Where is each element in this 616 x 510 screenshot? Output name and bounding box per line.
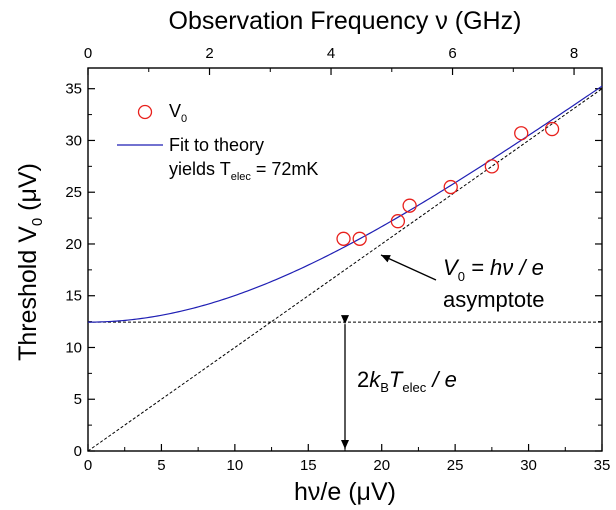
x-tick-label: 30 [520, 457, 537, 474]
top-tick-label: 4 [327, 45, 335, 62]
x-tick-label: 15 [300, 457, 317, 474]
thermal-eq-b: B [380, 380, 389, 395]
top-tick-label: 0 [84, 45, 92, 62]
y-tick-label: 15 [65, 288, 82, 305]
left-axis-title: Threshold V0 (μV) [14, 163, 46, 361]
data-point [443, 179, 458, 195]
x-tick-label: 5 [157, 457, 165, 474]
legend-marker-label: V0 [169, 101, 187, 125]
top-tick-label: 2 [205, 45, 213, 62]
data-point [336, 231, 351, 246]
asymptote-label: asymptote [443, 287, 545, 312]
y-tick-label: 20 [65, 236, 82, 253]
left-axis-title-sub: 0 [29, 218, 46, 226]
data-point [484, 159, 500, 174]
legend-fit-note-prefix: yields T [169, 159, 231, 179]
y-tick-label: 25 [65, 184, 82, 201]
left-axis-ticks: 0 5 10 15 20 25 30 35 [65, 81, 95, 460]
data-point [352, 231, 367, 246]
left-axis-title-base: Threshold V [14, 226, 42, 361]
thermal-eq-t: T [389, 367, 404, 392]
thermal-eq-sub: elec [402, 380, 426, 395]
x-tick-label: 35 [594, 457, 611, 474]
x-tick-label: 25 [447, 457, 464, 474]
x-tick-label: 0 [84, 457, 92, 474]
x-tick-label: 20 [373, 457, 390, 474]
y-tick-label: 35 [65, 81, 82, 98]
legend-marker-label-sub: 0 [181, 113, 187, 125]
y-tick-label: 30 [65, 132, 82, 149]
asymptote-eq-v: V [443, 255, 460, 280]
bottom-axis-title: hν/e (μV) [294, 478, 396, 506]
data-point [544, 121, 560, 137]
legend-marker-symbol [137, 104, 153, 120]
x-tick-label: 10 [227, 457, 244, 474]
data-point [390, 214, 406, 229]
data-point [514, 126, 529, 141]
data-point [402, 198, 417, 213]
top-axis-title: Observation Frequency ν (GHz) [169, 7, 522, 35]
y-tick-label: 0 [74, 443, 82, 460]
legend-fit-label: Fit to theory [169, 135, 264, 155]
thermal-equation: 2kBTelec / e [357, 367, 457, 395]
right-axis-ticks [595, 88, 602, 452]
legend-fit-note-suffix: = 72mK [251, 159, 319, 179]
legend-marker-label-base: V [169, 101, 181, 121]
asymptote-eq-sub: 0 [458, 269, 465, 284]
thermal-eq-lead: 2 [357, 367, 369, 392]
fit-curve [87, 85, 603, 323]
data-points [336, 121, 560, 246]
thermal-eq-tail: / e [426, 367, 457, 392]
top-axis-ticks: 0 2 4 6 8 [84, 45, 578, 75]
top-tick-label: 6 [448, 45, 456, 62]
top-tick-label: 8 [570, 45, 578, 62]
left-axis-title-unit: (μV) [14, 163, 42, 218]
asymptote-equation: V0 = hν / e [443, 255, 544, 284]
thermal-eq-k: k [369, 367, 381, 392]
asymptote-pointer-arrow [380, 254, 437, 281]
y-tick-label: 10 [65, 339, 82, 356]
bottom-axis-ticks: 0 5 10 15 20 25 30 35 [84, 444, 611, 474]
legend-fit-note: yields Telec = 72mK [169, 159, 318, 183]
legend: V0 Fit to theory yields Telec = 72mK [117, 101, 318, 183]
y-tick-label: 5 [74, 391, 82, 408]
legend-fit-note-sub: elec [231, 171, 252, 183]
asymptote-eq-rest: = hν / e [465, 255, 544, 280]
